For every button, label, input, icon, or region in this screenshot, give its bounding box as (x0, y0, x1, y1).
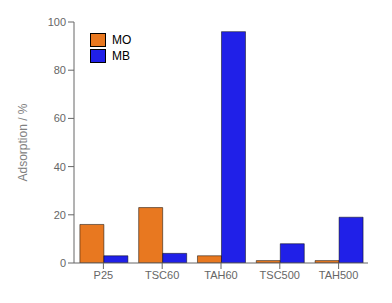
svg-text:P25: P25 (94, 269, 114, 281)
html-text:MO: MO (112, 33, 132, 47)
svg-text:20: 20 (54, 209, 66, 221)
svg-text:40: 40 (54, 161, 66, 173)
svg-text:0: 0 (60, 257, 66, 269)
svg-text:TAH500: TAH500 (319, 269, 359, 281)
html-text:MB: MB (112, 49, 130, 63)
svg-text:60: 60 (54, 112, 66, 124)
svg-text:TSC60: TSC60 (145, 269, 179, 281)
svg-text:100: 100 (48, 16, 66, 28)
svg-text:80: 80 (54, 64, 66, 76)
svg-text:TAH60: TAH60 (204, 269, 237, 281)
svg-text:Adsorption / %: Adsorption / % (16, 103, 30, 181)
svg-text:TSC500: TSC500 (260, 269, 300, 281)
